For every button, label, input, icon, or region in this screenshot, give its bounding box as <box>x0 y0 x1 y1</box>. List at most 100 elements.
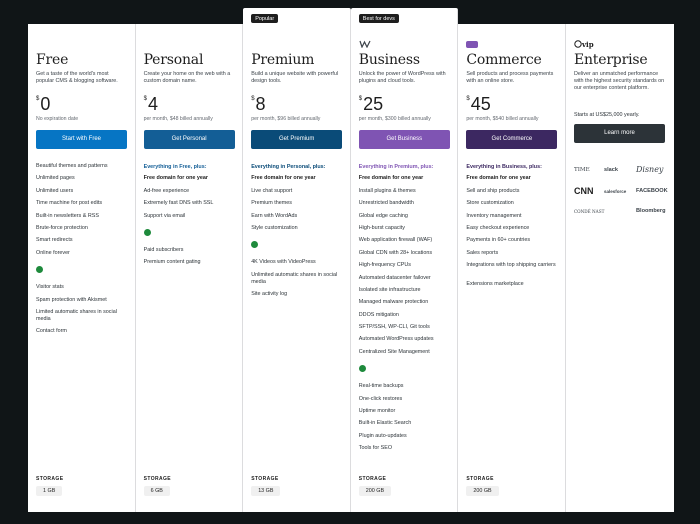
feature-item: Payments in 60+ countries <box>466 237 531 244</box>
feature-item: Managed malware protection <box>358 299 429 306</box>
price-amount: 4 <box>147 94 158 114</box>
feature-item: Unlimited automatic shares in social med… <box>251 271 338 285</box>
plan-name: Personal <box>143 52 204 68</box>
wordpress-check-icon <box>36 266 43 274</box>
feature-item: Global CDN with 28+ locations <box>358 249 433 256</box>
feature-item: Uptime monitor <box>358 408 396 415</box>
feature-item: Built-in Elastic Search <box>358 420 412 427</box>
feature-item: Automated WordPress updates <box>358 336 434 343</box>
vip-logo-text: vip <box>581 39 594 49</box>
plan-price: $0 <box>36 94 127 114</box>
feature-item: Style customization <box>251 224 298 231</box>
feature-item: Limited automatic shares in social media <box>36 308 117 322</box>
feature-item: Free domain for one year <box>466 175 531 182</box>
feature-item: Visitor stats <box>36 284 64 291</box>
plan-column-business: Best for devs Business Unlock the power of… <box>350 8 459 512</box>
price-currency: $ <box>36 96 40 102</box>
plan-logo-row: vip <box>574 38 666 50</box>
storage-label: STORAGE <box>143 476 172 482</box>
feature-item: Global edge caching <box>358 212 408 219</box>
cta-business-button[interactable]: Get Business <box>358 130 450 149</box>
price-amount: 45 <box>470 94 491 114</box>
plan-logo-row <box>359 38 450 50</box>
client-logo-disney: Disney <box>635 165 664 174</box>
client-logo-time: TIME <box>573 166 590 173</box>
feature-item: Integrations with top shipping carriers <box>466 262 556 269</box>
plan-content: Best for devs Business Unlock the power of… <box>351 8 458 456</box>
feature-item: Unrestricted bandwidth <box>358 200 414 207</box>
feature-item: High-burst capacity <box>358 224 405 231</box>
plan-price: $4 <box>144 94 235 114</box>
learn-more-button[interactable]: Learn more <box>573 124 665 143</box>
wordpress-check-icon <box>251 241 259 249</box>
feature-item: Paid subscribers <box>143 246 184 253</box>
storage-label: STORAGE <box>251 476 279 482</box>
wordpress-check-icon <box>358 365 366 373</box>
feature-item: Free domain for one year <box>358 175 424 182</box>
client-logo-slack: slack <box>603 166 618 173</box>
woo-logo-icon <box>359 35 371 53</box>
feature-item: Brute-force protection <box>36 224 88 231</box>
billing-note: per month, $48 billed annually <box>143 116 213 122</box>
plan-name: Enterprise <box>573 52 648 68</box>
cta-premium-button[interactable]: Get Premium <box>251 130 343 149</box>
plan-content: Commerce Sell products and process paymen… <box>458 38 565 292</box>
feature-item: Unlimited users <box>36 187 74 194</box>
woocommerce-logo-icon <box>466 40 479 48</box>
plan-column-personal: Personal Create your home on the web with… <box>135 24 244 512</box>
cta-personal-button[interactable]: Get Personal <box>143 130 235 149</box>
feature-item: Premium content gating <box>143 259 201 266</box>
storage-amount: 200 GB <box>358 486 392 496</box>
plan-name: Business <box>358 52 420 68</box>
feature-item: Time machine for post edits <box>36 200 103 207</box>
plan-badge: Popular <box>251 14 279 23</box>
storage-amount: 1 GB <box>36 486 63 496</box>
feature-item: Install plugins & themes <box>358 187 416 194</box>
feature-item: Spam protection with Akismet <box>36 296 107 303</box>
client-logo-cnn: CNN <box>573 186 594 196</box>
cta-commerce-button[interactable]: Get Commerce <box>466 130 558 149</box>
feature-item: Online forever <box>36 249 70 256</box>
plan-logo-row <box>251 38 342 50</box>
feature-item: Live chat support <box>251 187 293 194</box>
plan-logo-row <box>466 38 557 50</box>
price-currency: $ <box>251 96 255 102</box>
price-currency: $ <box>358 96 363 102</box>
client-logos: TIME slack Disney CNN salesforce FACEBOOK COND… <box>573 165 668 214</box>
plan-description: Create your home on the web with a custo… <box>143 71 231 84</box>
plan-logo-row <box>144 38 235 50</box>
billing-note: No expiration date <box>36 116 79 122</box>
features-heading: Everything in Personal, plus: <box>251 164 326 170</box>
feature-item: Free domain for one year <box>251 175 316 182</box>
feature-item: Web application firewall (WAF) <box>358 237 433 244</box>
wordpress-check-icon <box>143 228 151 236</box>
plan-description: Get a taste of the world's most popular … <box>36 71 118 84</box>
feature-item: DDOS mitigation <box>358 311 399 318</box>
feature-list: Beautiful themes and patterns Unlimited p… <box>36 161 127 338</box>
plan-price: $45 <box>466 94 557 114</box>
plan-price: $8 <box>251 94 342 114</box>
feature-list: Everything in Business, plus: Free domain… <box>466 161 557 292</box>
plan-logo-row <box>36 38 127 50</box>
feature-item: 4K Videos with VideoPress <box>251 259 316 266</box>
feature-item: Inventory management <box>466 212 522 219</box>
feature-item: Plugin auto-updates <box>358 432 407 439</box>
plan-badge: Best for devs <box>358 14 399 23</box>
plan-price: $25 <box>359 94 450 114</box>
feature-item: Easy checkout experience <box>466 224 530 231</box>
feature-item: Sell and ship products <box>466 187 520 194</box>
plan-content: Popular Premium Build a unique website wit… <box>243 8 350 301</box>
feature-item: Ad-free experience <box>143 187 190 194</box>
feature-item: Store customization <box>466 200 514 207</box>
client-logo-facebook: FACEBOOK <box>635 188 668 194</box>
storage-label: STORAGE <box>358 476 387 482</box>
storage-label: STORAGE <box>36 476 64 482</box>
plan-description: Deliver an unmatched performance with th… <box>573 71 665 91</box>
features-heading: Everything in Business, plus: <box>466 164 542 170</box>
wpvip-logo-icon <box>574 35 582 53</box>
feature-item: Free domain for one year <box>143 175 208 182</box>
billing-note: per month, $300 billed annually <box>358 116 431 122</box>
client-logo-bloomberg: Bloomberg <box>635 208 666 214</box>
plan-column-premium: Popular Premium Build a unique website wit… <box>243 8 351 512</box>
cta-free-button[interactable]: Start with Free <box>36 130 127 149</box>
